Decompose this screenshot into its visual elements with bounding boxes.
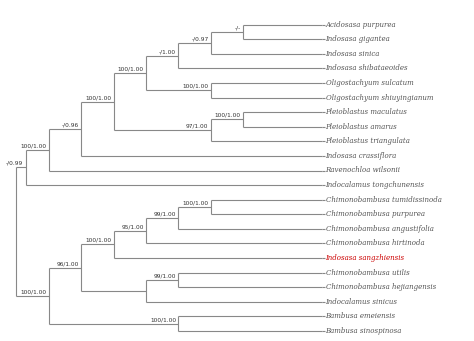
Text: 100/1.00: 100/1.00 (85, 95, 111, 100)
Text: Chimonobambusa hirtinoda: Chimonobambusa hirtinoda (326, 239, 424, 248)
Text: Indocalamus tongchunensis: Indocalamus tongchunensis (326, 181, 425, 189)
Text: Pleioblastus triangulata: Pleioblastus triangulata (326, 137, 410, 145)
Text: 99/1.00: 99/1.00 (154, 211, 176, 217)
Text: -/0.96: -/0.96 (62, 122, 79, 127)
Text: 100/1.00: 100/1.00 (182, 201, 209, 206)
Text: Chimonobambusa hejiangensis: Chimonobambusa hejiangensis (326, 283, 436, 291)
Text: Chimonobambusa tumidissinoda: Chimonobambusa tumidissinoda (326, 196, 441, 204)
Text: -/0.97: -/0.97 (191, 36, 209, 41)
Text: Bambusa sinospinosa: Bambusa sinospinosa (326, 327, 402, 335)
Text: -/1.00: -/1.00 (159, 49, 176, 54)
Text: Acidosasa purpurea: Acidosasa purpurea (326, 21, 396, 29)
Text: 100/1.00: 100/1.00 (20, 143, 46, 148)
Text: Indosasa crassiflora: Indosasa crassiflora (326, 152, 397, 160)
Text: -/-: -/- (235, 26, 241, 30)
Text: 99/1.00: 99/1.00 (154, 273, 176, 278)
Text: Bambusa emeiensis: Bambusa emeiensis (326, 312, 396, 320)
Text: 100/1.00: 100/1.00 (215, 113, 241, 118)
Text: 100/1.00: 100/1.00 (150, 317, 176, 322)
Text: 100/1.00: 100/1.00 (118, 66, 144, 72)
Text: Indocalamus sinicus: Indocalamus sinicus (326, 298, 398, 306)
Text: Indosasa gigantea: Indosasa gigantea (326, 35, 390, 43)
Text: 95/1.00: 95/1.00 (121, 224, 144, 229)
Text: 100/1.00: 100/1.00 (85, 238, 111, 243)
Text: Oligostachyum sulcatum: Oligostachyum sulcatum (326, 79, 413, 87)
Text: 96/1.00: 96/1.00 (56, 261, 79, 266)
Text: Chimonobambusa purpurea: Chimonobambusa purpurea (326, 210, 425, 218)
Text: 100/1.00: 100/1.00 (182, 84, 209, 89)
Text: Indosasa shibataeoides: Indosasa shibataeoides (326, 64, 408, 72)
Text: Pleioblastus maculatus: Pleioblastus maculatus (326, 108, 408, 116)
Text: Indosasa sangzhiensis: Indosasa sangzhiensis (326, 254, 405, 262)
Text: Indosasa sinica: Indosasa sinica (326, 50, 380, 58)
Text: Chimonobambusa utilis: Chimonobambusa utilis (326, 269, 410, 277)
Text: Oligostachyum shiuyingianum: Oligostachyum shiuyingianum (326, 93, 433, 102)
Text: 97/1.00: 97/1.00 (186, 124, 209, 129)
Text: Pleioblastus amarus: Pleioblastus amarus (326, 123, 397, 131)
Text: Ravenochloa wilsonii: Ravenochloa wilsonii (326, 166, 401, 175)
Text: -/0.99: -/0.99 (6, 161, 23, 166)
Text: 100/1.00: 100/1.00 (20, 289, 46, 294)
Text: Chimonobambusa angustifolia: Chimonobambusa angustifolia (326, 225, 433, 233)
